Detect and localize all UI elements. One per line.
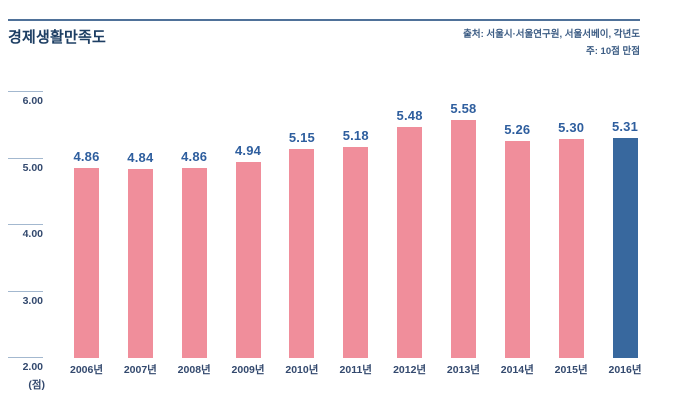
x-axis-label: 2014년 [500,364,534,376]
bar-value-label: 5.18 [342,127,369,143]
note-line: 주: 10점 만점 [586,46,640,57]
bar [289,148,315,358]
source-note: 출처: 서울시·서울연구원, 서울서베이, 각년도 주: 10점 만점 [463,26,640,60]
y-axis-label: 4.00 [22,228,43,240]
y-axis-label: 5.00 [22,161,43,174]
bar-value-label: 5.48 [396,107,423,123]
bar-value-label: 5.15 [288,129,315,145]
x-axis-label: 2015년 [554,364,588,376]
bar-value-label: 4.86 [73,148,100,164]
bar [235,162,261,358]
y-axis-label: 3.00 [22,294,43,307]
bar-value-label: 4.84 [127,150,154,166]
x-axis-label: 2006년 [69,364,104,376]
bar [343,146,369,358]
bar-value-label: 4.94 [234,143,262,159]
y-axis-tick [8,357,43,358]
y-axis-label: 6.00 [22,95,43,107]
y-axis-tick [8,290,43,292]
bar [558,138,584,358]
bar [74,167,99,358]
bar [612,137,638,358]
y-axis-unit-label: (점) [28,379,45,391]
x-axis-label: 2013년 [446,364,480,376]
bar-value-label: 4.86 [181,148,208,164]
bar [504,141,530,358]
y-axis-tick [8,91,43,92]
bar-value-label: 5.31 [611,118,639,134]
x-axis-label: 2009년 [231,364,265,376]
x-axis-label: 2012년 [393,364,427,376]
x-axis-label: 2008년 [177,364,211,376]
bar [127,169,153,358]
y-axis-label: 2.00 [22,361,43,373]
bar [181,167,207,358]
x-axis-label: 2011년 [339,364,372,376]
y-axis-tick [8,157,43,159]
bar [450,119,476,358]
x-axis-label: 2016년 [608,364,642,376]
y-axis-tick [8,224,43,225]
bar-value-label: 5.30 [558,119,585,135]
bar-value-label: 5.26 [504,122,531,138]
x-axis-label: 2010년 [285,364,319,376]
bar-value-label: 5.58 [450,100,477,116]
source-line: 출처: 서울시·서울연구원, 서울서베이, 각년도 [463,29,640,40]
bar [397,126,423,358]
chart-title: 경제생활만족도 [8,29,107,46]
header-rule [8,19,640,21]
x-axis-label: 2007년 [123,364,157,376]
